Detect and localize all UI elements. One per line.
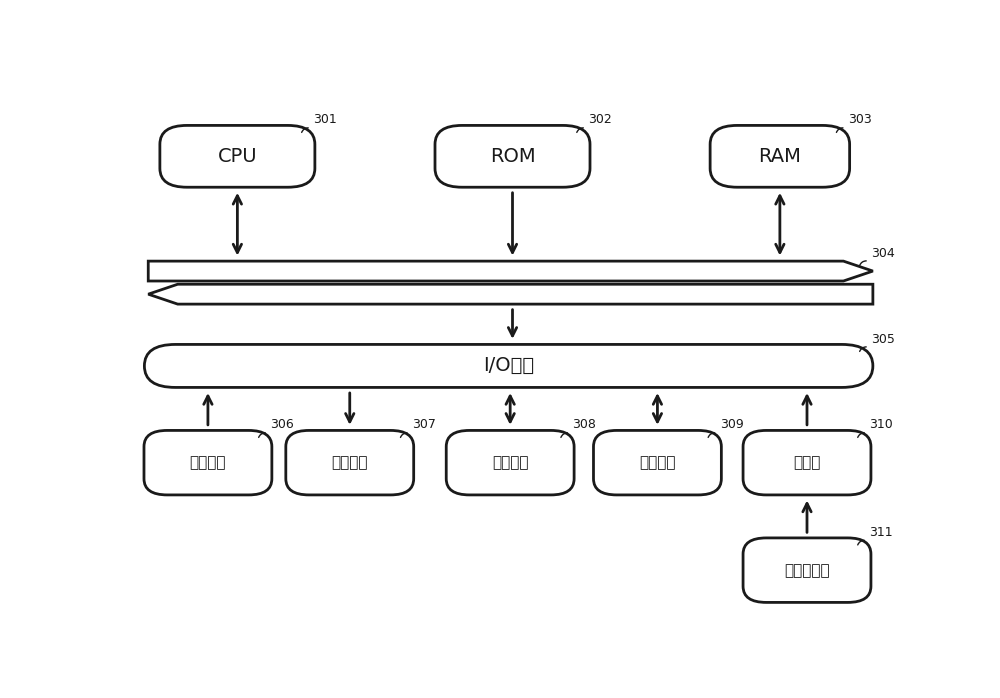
Text: 302: 302 — [588, 114, 612, 126]
Text: RAM: RAM — [758, 147, 801, 166]
Text: 305: 305 — [871, 332, 895, 346]
Text: CPU: CPU — [218, 147, 257, 166]
Text: I/O接口: I/O接口 — [483, 357, 534, 376]
FancyBboxPatch shape — [144, 431, 272, 495]
Text: 存储部分: 存储部分 — [492, 455, 528, 470]
FancyBboxPatch shape — [286, 431, 414, 495]
FancyBboxPatch shape — [593, 431, 721, 495]
Text: 输出部分: 输出部分 — [332, 455, 368, 470]
Text: 通信部分: 通信部分 — [639, 455, 676, 470]
FancyBboxPatch shape — [710, 126, 850, 187]
Text: 输入部分: 输入部分 — [190, 455, 226, 470]
FancyBboxPatch shape — [144, 344, 873, 387]
Text: 311: 311 — [869, 526, 893, 539]
FancyBboxPatch shape — [446, 431, 574, 495]
Polygon shape — [148, 284, 873, 304]
FancyBboxPatch shape — [743, 431, 871, 495]
FancyBboxPatch shape — [160, 126, 315, 187]
Text: 驱动器: 驱动器 — [793, 455, 821, 470]
Text: 301: 301 — [313, 114, 337, 126]
Text: 308: 308 — [573, 419, 596, 431]
Text: 303: 303 — [848, 114, 872, 126]
Text: 307: 307 — [412, 419, 436, 431]
Text: 309: 309 — [720, 419, 744, 431]
Text: ROM: ROM — [490, 147, 535, 166]
FancyBboxPatch shape — [435, 126, 590, 187]
FancyBboxPatch shape — [743, 538, 871, 602]
Text: 304: 304 — [871, 246, 895, 260]
Polygon shape — [148, 261, 873, 281]
Text: 可拆卸介质: 可拆卸介质 — [784, 563, 830, 578]
Text: 310: 310 — [869, 419, 893, 431]
Text: 306: 306 — [270, 419, 294, 431]
